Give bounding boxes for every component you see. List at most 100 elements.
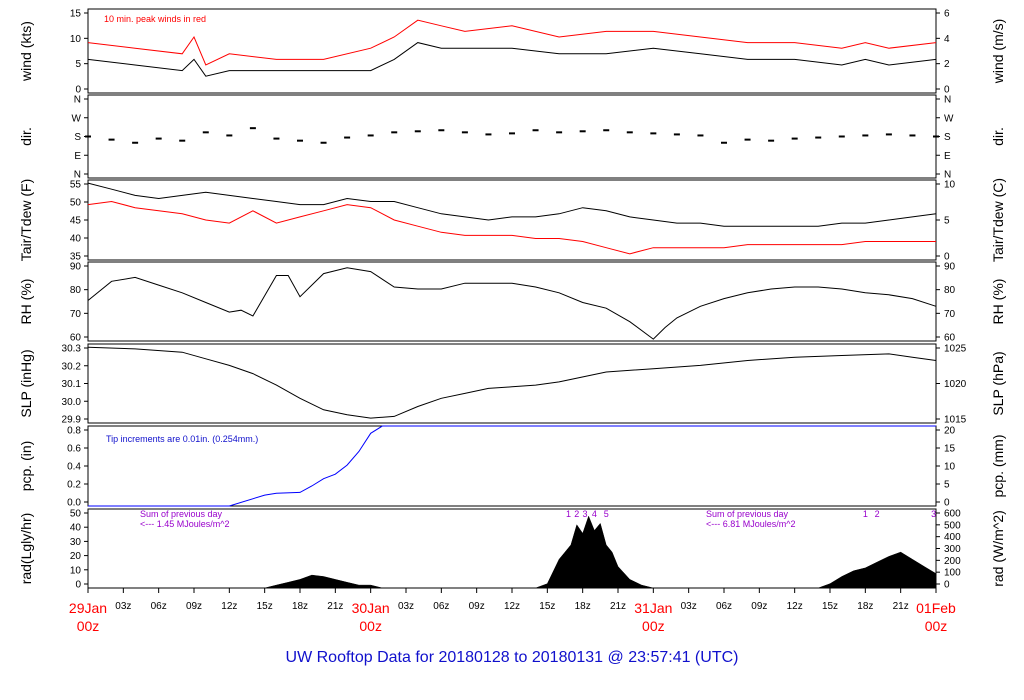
direction-point xyxy=(414,130,421,133)
ytick-left-label: 70 xyxy=(70,309,82,320)
ylabel-left: Tair/Tdew (F) xyxy=(18,179,34,261)
direction-point xyxy=(697,134,704,137)
direction-point xyxy=(532,129,539,132)
hour-tick-label: 09z xyxy=(469,601,485,612)
ytick-left-label: 10 xyxy=(70,34,82,45)
ytick-right-label: 4 xyxy=(944,34,950,45)
ylabel-left: dir. xyxy=(18,127,34,146)
ytick-left-label: 0 xyxy=(75,85,81,96)
panel-2: 35 40 45 50 55 0 5 10 Tair/Tdew (F) Tair/Tdew (C) xyxy=(18,178,1006,263)
direction-point xyxy=(485,133,492,136)
ytick-right-label: 15 xyxy=(944,444,956,455)
day-hour-label: 00z xyxy=(77,618,100,634)
ytick-left-label: 15 xyxy=(70,9,82,20)
radiation-marker: 2 xyxy=(875,509,880,519)
series-line-0 xyxy=(87,42,937,77)
direction-point xyxy=(909,134,916,137)
panel-frame xyxy=(87,94,937,179)
ytick-right-label: 5 xyxy=(944,480,950,491)
ytick-left-label: 90 xyxy=(70,262,82,273)
footer-title: UW Rooftop Data for 20180128 to 20180131… xyxy=(285,649,739,666)
hour-tick-label: 21z xyxy=(610,601,626,612)
ytick-left-label: 50 xyxy=(70,509,82,520)
ylabel-left: pcp. (in) xyxy=(18,441,34,492)
ytick-left-label: 0.0 xyxy=(67,498,81,509)
ytick-left-label: 0.2 xyxy=(67,480,81,491)
ytick-left-label: 80 xyxy=(70,285,82,296)
day-hour-label: 00z xyxy=(642,618,665,634)
ylabel-right: rad (W/m^2) xyxy=(990,510,1006,587)
direction-point xyxy=(155,137,162,140)
panel-annotation: Tip increments are 0.01in. (0.254mm.) xyxy=(106,434,258,444)
series-line-0 xyxy=(87,267,937,340)
hour-tick-label: 15z xyxy=(539,601,555,612)
ytick-left-label: 30.3 xyxy=(62,344,82,355)
hour-tick-label: 03z xyxy=(398,601,414,612)
direction-point xyxy=(132,141,139,144)
hour-tick-label: 03z xyxy=(115,601,131,612)
ytick-right-label: 1015 xyxy=(944,415,967,426)
ytick-right-label: 6 xyxy=(944,9,950,20)
radiation-marker: 3 xyxy=(931,509,936,519)
day-date-label: 31Jan xyxy=(634,600,672,616)
direction-point xyxy=(320,141,327,144)
ytick-left-label: 40 xyxy=(70,234,82,245)
direction-point xyxy=(603,129,610,132)
ytick-left-label: 29.9 xyxy=(62,415,82,426)
direction-point xyxy=(862,134,869,137)
ytick-right-label: 90 xyxy=(944,262,956,273)
hour-tick-label: 06z xyxy=(433,601,449,612)
ytick-left-label: 50 xyxy=(70,198,82,209)
hour-tick-label: 09z xyxy=(751,601,767,612)
direction-point xyxy=(721,141,727,144)
ytick-right-label: 0 xyxy=(944,252,950,263)
ylabel-left: rad(Lgly/hr) xyxy=(18,513,34,585)
panel-annotation: 10 min. peak winds in red xyxy=(104,14,206,24)
ytick-right-label: 70 xyxy=(944,309,956,320)
hour-tick-label: 21z xyxy=(893,601,909,612)
ytick-left-label: 5 xyxy=(75,59,81,70)
hour-tick-label: 18z xyxy=(575,601,591,612)
radiation-marker: 1 xyxy=(863,509,868,519)
direction-point xyxy=(249,127,256,130)
panel-4: 29.9 30.0 30.1 30.2 30.3 1015 1020 1025 SLP (inH… xyxy=(18,343,1006,426)
ylabel-right: Tair/Tdew (C) xyxy=(990,178,1006,262)
direction-point xyxy=(461,131,468,134)
ytick-right-label: 20 xyxy=(944,426,956,437)
direction-point xyxy=(744,138,751,141)
radiation-marker: 3 xyxy=(583,509,588,519)
ylabel-right: RH (%) xyxy=(990,279,1006,325)
ytick-left-label: 0.4 xyxy=(67,462,81,473)
ytick-right-label: 300 xyxy=(944,544,961,555)
ytick-left-label: 20 xyxy=(70,551,82,562)
ytick-right-label: 80 xyxy=(944,285,956,296)
day-date-label: 01Feb xyxy=(916,600,956,616)
ytick-right-label: N xyxy=(944,95,951,106)
panel-5: 0.0 0.2 0.4 0.6 0.8 0 5 10 15 20 pcp. (in) pcp. (mm… xyxy=(18,425,1006,509)
ytick-right-label: S xyxy=(944,132,951,143)
direction-point xyxy=(438,129,445,132)
ytick-left-label: 0 xyxy=(75,580,81,591)
direction-point xyxy=(108,138,115,141)
panel-6: 010203040500100200300400500600rad(Lgly/h… xyxy=(18,508,1006,591)
ytick-left-label: 0.6 xyxy=(67,444,81,455)
direction-point xyxy=(509,132,515,135)
ytick-left-label: 40 xyxy=(70,523,82,534)
direction-point xyxy=(202,131,209,134)
ytick-right-label: E xyxy=(944,151,951,162)
direction-point xyxy=(391,131,398,134)
ytick-right-label: 2 xyxy=(944,59,950,70)
ytick-right-label: 1020 xyxy=(944,379,967,390)
direction-point xyxy=(367,134,374,137)
direction-point xyxy=(344,136,351,139)
direction-point xyxy=(85,135,91,138)
hour-tick-label: 03z xyxy=(681,601,697,612)
ytick-right-label: 0 xyxy=(944,85,950,96)
direction-point xyxy=(791,137,798,140)
direction-point xyxy=(885,133,892,136)
panel-frame xyxy=(87,343,937,424)
ytick-left-label: 30.2 xyxy=(62,361,82,372)
ylabel-right: pcp. (mm) xyxy=(990,435,1006,498)
ytick-right-label: 100 xyxy=(944,568,961,579)
